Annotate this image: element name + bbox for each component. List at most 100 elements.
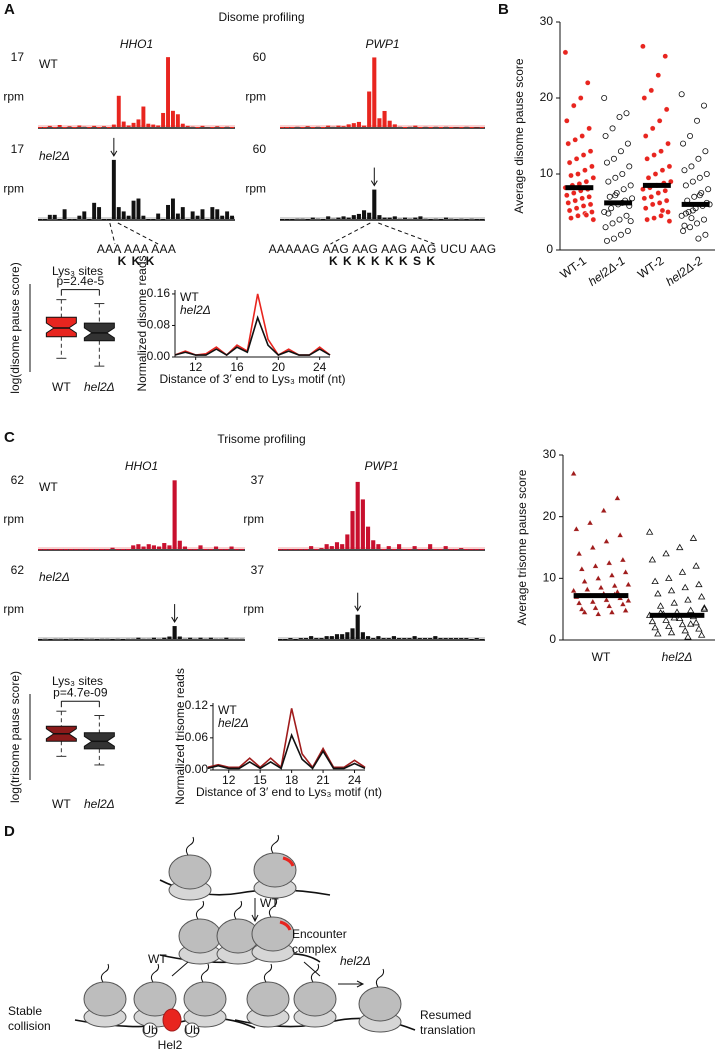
x-tick-label: 20	[272, 360, 286, 374]
bar	[120, 639, 125, 640]
bar	[433, 636, 438, 639]
bar	[386, 638, 391, 639]
category-label: hel2Δ-2	[663, 253, 705, 288]
point	[572, 197, 578, 204]
point	[625, 597, 632, 603]
point	[641, 195, 648, 202]
bar	[82, 211, 87, 219]
point	[655, 72, 662, 78]
bar	[469, 549, 474, 550]
bar	[151, 219, 156, 220]
bar	[464, 549, 469, 550]
bar	[156, 213, 161, 219]
bar	[474, 219, 479, 220]
point	[682, 182, 689, 189]
point	[610, 235, 617, 242]
bar	[180, 207, 185, 219]
point	[692, 618, 700, 626]
panel-label: B	[498, 1, 509, 18]
point	[578, 565, 586, 572]
bar	[162, 543, 167, 549]
x-axis-label: Distance of 3′ end to Lys₃ motif (nt)	[196, 785, 382, 799]
point	[619, 170, 626, 177]
ubiquitin	[184, 1022, 200, 1038]
box-title: Lys₃ sites	[52, 264, 103, 278]
bar	[172, 626, 177, 639]
point	[570, 102, 577, 109]
bar	[336, 217, 341, 219]
point	[616, 531, 624, 538]
y-axis-label: rpm	[3, 512, 24, 526]
point	[605, 178, 612, 185]
bar	[125, 549, 131, 550]
point	[655, 190, 662, 196]
point	[619, 600, 627, 607]
category-label: hel2Δ	[662, 650, 693, 664]
bar	[229, 546, 234, 549]
nascent-chain	[195, 900, 205, 920]
motif-codons: AAAAAG AAG AAG AAG AAG UCU AAG	[269, 242, 497, 256]
bar	[225, 211, 230, 219]
bar	[177, 636, 182, 639]
p-value: p=4.7e-09	[53, 685, 108, 699]
bar	[397, 638, 402, 639]
point	[589, 544, 597, 550]
bar	[175, 114, 180, 127]
point	[584, 80, 591, 86]
point	[590, 174, 597, 181]
bar	[213, 546, 219, 549]
nascent-chain	[268, 898, 278, 918]
point	[681, 583, 689, 591]
bar	[219, 549, 224, 550]
peptide	[279, 920, 292, 931]
bar	[131, 200, 136, 219]
bar	[300, 127, 305, 128]
bar	[365, 636, 371, 639]
point	[651, 215, 657, 221]
motif-guide	[109, 222, 116, 245]
diagram-label: collision	[8, 1019, 51, 1033]
motif-guide	[378, 222, 435, 245]
point	[700, 605, 709, 612]
point	[622, 568, 629, 575]
nascent-chain	[150, 963, 160, 983]
bar	[74, 549, 79, 550]
bar	[53, 549, 58, 550]
bar	[407, 638, 412, 639]
x-tick-label: 24	[348, 773, 362, 787]
y-axis-label: Average disome pause score	[512, 58, 526, 214]
point	[573, 205, 580, 211]
bar	[319, 548, 324, 549]
point	[600, 507, 608, 513]
bar	[367, 212, 372, 219]
peptide	[282, 856, 295, 867]
y-tick-label: 20	[540, 90, 554, 104]
bar	[162, 637, 167, 639]
bar	[381, 549, 386, 550]
point	[580, 152, 587, 158]
y-tick-label: 0.16	[147, 286, 171, 300]
point	[603, 596, 610, 603]
point	[586, 125, 592, 132]
point	[601, 95, 608, 102]
bar	[413, 217, 418, 219]
y-axis-label: rpm	[243, 602, 264, 616]
bar	[136, 198, 141, 219]
y-tick-label: 0.00	[185, 762, 209, 776]
point	[662, 616, 670, 623]
point	[601, 208, 608, 215]
bar	[371, 540, 376, 549]
bar	[310, 127, 315, 128]
bar	[303, 638, 309, 639]
legend-label: WT	[218, 703, 237, 717]
point	[640, 43, 646, 50]
bar	[97, 127, 102, 128]
x-tick-label: 16	[230, 360, 244, 374]
bar	[188, 549, 193, 550]
point	[590, 216, 597, 223]
bar	[224, 549, 229, 550]
point	[703, 170, 710, 177]
point	[572, 136, 578, 143]
point	[605, 559, 613, 566]
bar	[220, 215, 225, 219]
